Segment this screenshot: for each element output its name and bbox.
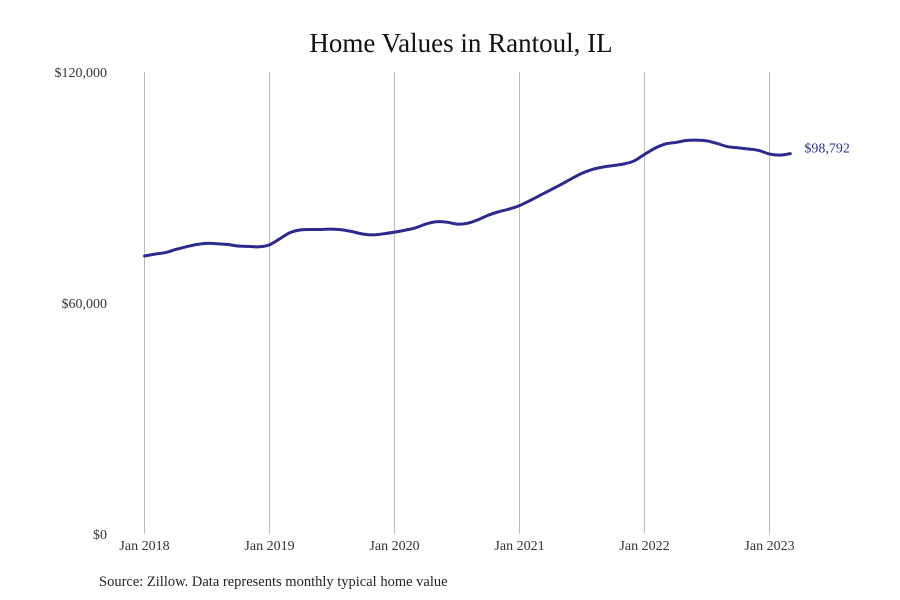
x-axis-ticks: Jan 2018 Jan 2019 Jan 2020 Jan 2021 Jan 2022… <box>119 539 794 554</box>
home-value-line <box>143 138 792 258</box>
x-tick-label: Jan 2019 <box>244 539 294 554</box>
x-tick-label: Jan 2020 <box>369 539 419 554</box>
chart-title: Home Values in Rantoul, IL <box>309 28 612 58</box>
y-tick-label: $0 <box>93 528 107 543</box>
y-tick-label: $120,000 <box>55 66 108 81</box>
source-note: Source: Zillow. Data represents monthly … <box>99 574 448 590</box>
x-tick-label: Jan 2018 <box>119 539 169 554</box>
x-tick-label: Jan 2022 <box>619 539 669 554</box>
x-tick-label: Jan 2021 <box>494 539 544 554</box>
vertical-gridlines <box>144 72 770 534</box>
x-tick-label: Jan 2023 <box>744 539 794 554</box>
y-tick-label: $60,000 <box>62 297 108 312</box>
y-axis-ticks: $0 $60,000 $120,000 <box>55 66 108 543</box>
latest-value-label: $98,792 <box>804 142 850 157</box>
